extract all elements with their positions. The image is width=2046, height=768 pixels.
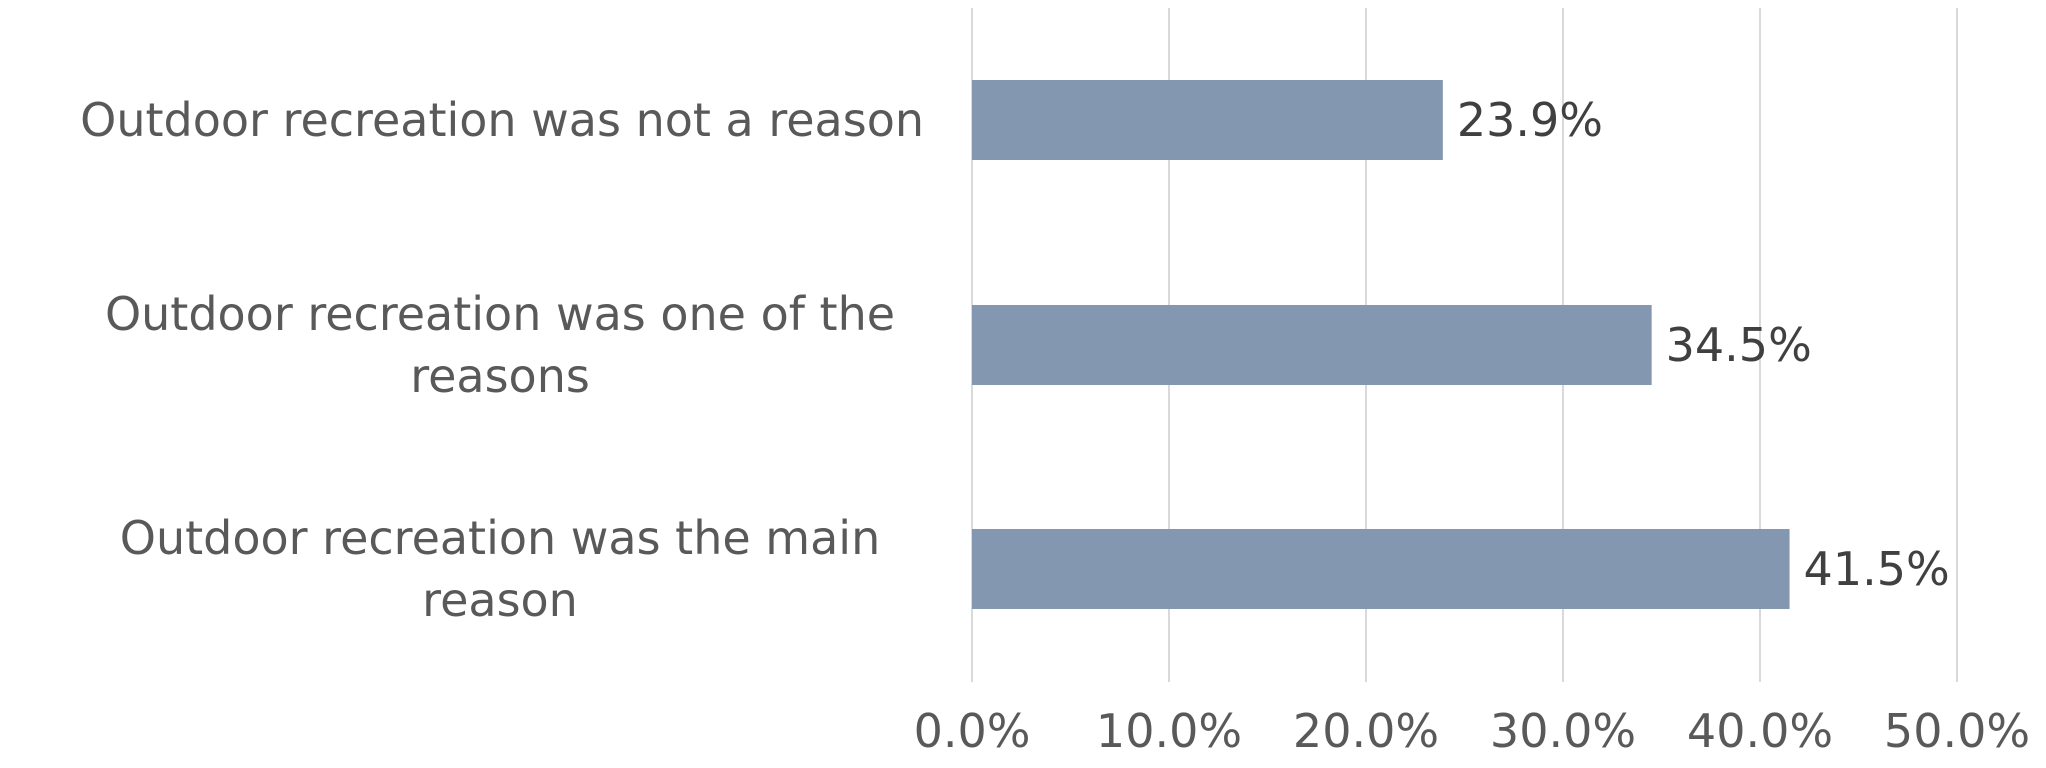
data-label-2: 41.5%: [1804, 542, 1950, 596]
x-axis-tick-labels: 0.0% 10.0% 20.0% 30.0% 40.0% 50.0%: [914, 704, 2031, 758]
x-tick-label-2: 20.0%: [1293, 704, 1439, 758]
x-tick-label-5: 50.0%: [1884, 704, 2030, 758]
x-tick-label-4: 40.0%: [1687, 704, 1833, 758]
category-label-line: reason: [422, 573, 578, 627]
category-labels: Outdoor recreation was not a reason Outdo…: [80, 93, 924, 627]
bar-0: [972, 80, 1443, 160]
bar-2: [972, 529, 1790, 609]
bar-1: [972, 305, 1652, 385]
x-tick-label-0: 0.0%: [914, 704, 1031, 758]
category-label-line: Outdoor recreation was one of the: [105, 287, 895, 341]
category-label-2: Outdoor recreation was the main reason: [120, 511, 880, 627]
data-label-1: 34.5%: [1666, 318, 1812, 372]
data-labels: 23.9% 34.5% 41.5%: [1457, 93, 1950, 596]
category-label-line: reasons: [410, 349, 590, 403]
category-label-0: Outdoor recreation was not a reason: [80, 93, 924, 147]
x-tick-label-1: 10.0%: [1096, 704, 1242, 758]
category-label-1: Outdoor recreation was one of the reasons: [105, 287, 895, 403]
category-label-line: Outdoor recreation was not a reason: [80, 93, 924, 147]
bars: [972, 80, 1790, 609]
data-label-0: 23.9%: [1457, 93, 1603, 147]
category-label-line: Outdoor recreation was the main: [120, 511, 880, 565]
x-tick-label-3: 30.0%: [1490, 704, 1636, 758]
